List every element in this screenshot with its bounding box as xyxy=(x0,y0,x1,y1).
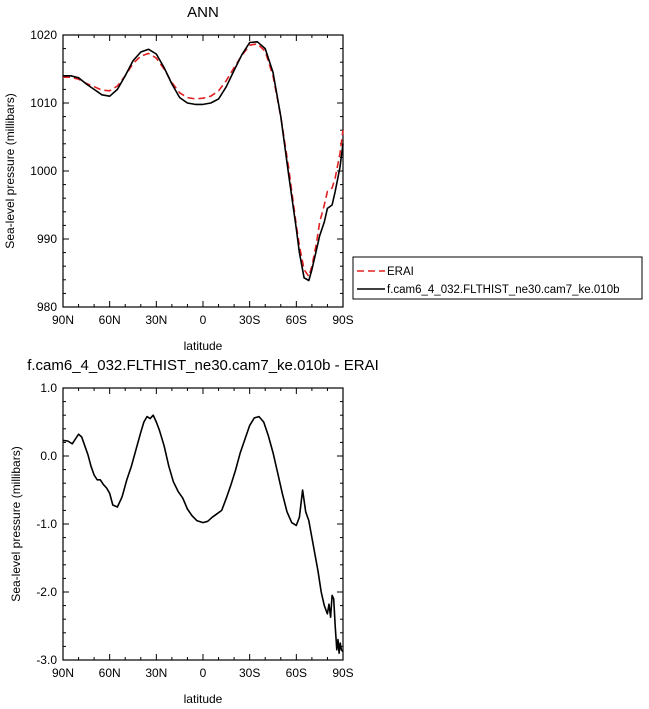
bottom-y-tick-label: 0.0 xyxy=(40,449,57,463)
legend-label-model: f.cam6_4_032.FLTHIST_ne30.cam7_ke.010b xyxy=(387,284,619,296)
top-y-tick-label: 990 xyxy=(37,232,57,246)
bottom-plot-area: 90N 60N 30N 0 30S 60S 90S 1.0 0.0 -1.0 -2.0 -3.0 xyxy=(36,381,353,680)
top-y-tick-label: 1000 xyxy=(30,164,57,178)
top-x-tick-label: 60N xyxy=(99,313,121,327)
top-series-line-0 xyxy=(63,42,344,278)
bottom-series-group xyxy=(62,414,344,655)
top-plot-area: 90N 60N 30N 0 30S 60S 90S 1020 1010 1000 990 980 xyxy=(30,28,353,327)
top-x-tick-label: 0 xyxy=(200,313,207,327)
top-y-tick-label: 1010 xyxy=(30,96,57,110)
top-x-tick-label: 90S xyxy=(332,313,353,327)
legend-box xyxy=(352,256,643,300)
top-y-tick-label: 980 xyxy=(37,300,57,314)
bottom-x-tick-label: 90S xyxy=(332,666,353,680)
bottom-x-tick-label: 0 xyxy=(200,666,207,680)
bottom-x-tick-label: 30N xyxy=(145,666,167,680)
bottom-y-tick-label: 1.0 xyxy=(40,381,57,395)
top-x-tick-label: 90N xyxy=(52,313,74,327)
bottom-x-tick-label: 60N xyxy=(99,666,121,680)
bottom-series-line-0 xyxy=(62,414,344,655)
top-chart-title: ANN xyxy=(187,4,219,21)
bottom-x-tick-label: 30S xyxy=(239,666,260,680)
bottom-y-tick-label: -2.0 xyxy=(36,585,57,599)
legend: ERAI f.cam6_4_032.FLTHIST_ne30.cam7_ke.0… xyxy=(352,256,643,300)
top-panel: ANN 90N 60N 30N 0 30S 60S 90S 1020 1010 1000 990 98… xyxy=(3,4,354,353)
top-x-tick-label: 60S xyxy=(286,313,307,327)
bottom-chart-title: f.cam6_4_032.FLTHIST_ne30.cam7_ke.010b -… xyxy=(27,357,379,374)
bottom-y-tick-label: -3.0 xyxy=(36,653,57,667)
bottom-y-axis-label: Sea-level pressure (millibars) xyxy=(9,446,23,601)
bottom-x-tick-label: 90N xyxy=(52,666,74,680)
legend-label-erai: ERAI xyxy=(387,266,414,278)
bottom-x-tick-label: 60S xyxy=(286,666,307,680)
top-plot-frame xyxy=(62,34,344,308)
top-y-tick-label: 1020 xyxy=(30,28,57,42)
top-x-tick-label: 30N xyxy=(145,313,167,327)
top-series-group xyxy=(63,40,344,282)
top-series-line-1 xyxy=(63,40,344,282)
bottom-y-tick-label: -1.0 xyxy=(36,517,57,531)
top-y-axis-label: Sea-level pressure (millibars) xyxy=(3,93,17,248)
bottom-plot-frame xyxy=(62,387,344,661)
top-x-tick-label: 30S xyxy=(239,313,260,327)
bottom-panel: f.cam6_4_032.FLTHIST_ne30.cam7_ke.010b -… xyxy=(9,357,379,706)
top-x-axis-label: latitude xyxy=(184,339,223,353)
bottom-x-axis-label: latitude xyxy=(184,692,223,706)
